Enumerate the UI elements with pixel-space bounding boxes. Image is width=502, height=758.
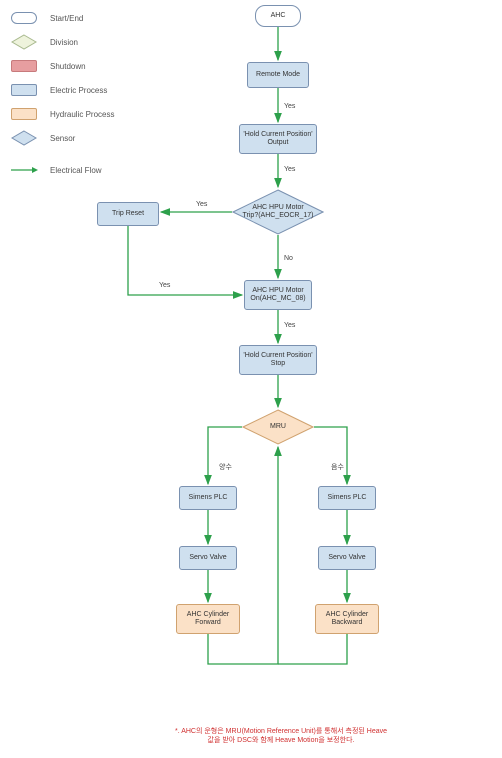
legend-item-flow: Electrical Flow (10, 158, 114, 182)
legend: Start/End Division Shutdown Electric Pro… (10, 6, 114, 182)
node-label: AHC HPU Motor Trip?(AHC_EOCR_17) (232, 189, 324, 235)
footnote-line2: 값을 받아 DSC와 함께 Heave Motion을 보정한다. (208, 737, 355, 744)
legend-label: Shutdown (50, 62, 86, 71)
edge-label-yes2: Yes (283, 166, 296, 173)
shutdown-icon (10, 58, 38, 74)
edge-label-neg_right: 음수 (330, 462, 345, 472)
node-hold_output: 'Hold Current Position' Output (239, 124, 317, 154)
node-ahc: AHC (255, 5, 301, 27)
legend-item-electric: Electric Process (10, 78, 114, 102)
edge-label-yes_motor: Yes (283, 322, 296, 329)
node-cyl_backward: AHC Cylinder Backward (315, 604, 379, 634)
edge-label-no_trip: No (283, 255, 294, 262)
node-remote_mode: Remote Mode (247, 62, 309, 88)
legend-label: Hydraulic Process (50, 110, 114, 119)
terminator-icon (10, 10, 38, 26)
edge-label-yes1: Yes (283, 103, 296, 110)
legend-item-division: Division (10, 30, 114, 54)
footnote-line1: *. AHC의 운형은 MRU(Motion Reference Unit)를 … (175, 728, 387, 735)
node-label: MRU (242, 409, 314, 445)
node-trip_reset: Trip Reset (97, 202, 159, 226)
legend-label: Division (50, 38, 78, 47)
legend-label: Start/End (50, 14, 83, 23)
edge-label-pos_left: 양수 (218, 462, 233, 472)
node-trip_decision: AHC HPU Motor Trip?(AHC_EOCR_17) (232, 189, 324, 235)
legend-item-shutdown: Shutdown (10, 54, 114, 78)
electric-process-icon (10, 82, 38, 98)
node-motor_on: AHC HPU Motor On(AHC_MC_08) (244, 280, 312, 310)
legend-item-sensor: Sensor (10, 126, 114, 150)
node-servo_left: Servo Valve (179, 546, 237, 570)
division-icon (10, 34, 38, 50)
node-simens_right: Simens PLC (318, 486, 376, 510)
edge-label-yes_trip: Yes (195, 201, 208, 208)
legend-item-startend: Start/End (10, 6, 114, 30)
electrical-flow-icon (10, 162, 38, 178)
hydraulic-process-icon (10, 106, 38, 122)
node-simens_left: Simens PLC (179, 486, 237, 510)
node-servo_right: Servo Valve (318, 546, 376, 570)
node-hold_stop: 'Hold Current Position' Stop (239, 345, 317, 375)
edge-label-yes_reset: Yes (158, 282, 171, 289)
legend-label: Sensor (50, 134, 75, 143)
legend-label: Electrical Flow (50, 166, 102, 175)
legend-label: Electric Process (50, 86, 107, 95)
node-mru: MRU (242, 409, 314, 445)
node-cyl_forward: AHC Cylinder Forward (176, 604, 240, 634)
legend-item-hydraulic: Hydraulic Process (10, 102, 114, 126)
footnote: *. AHC의 운형은 MRU(Motion Reference Unit)를 … (116, 727, 446, 745)
sensor-icon (10, 130, 38, 146)
